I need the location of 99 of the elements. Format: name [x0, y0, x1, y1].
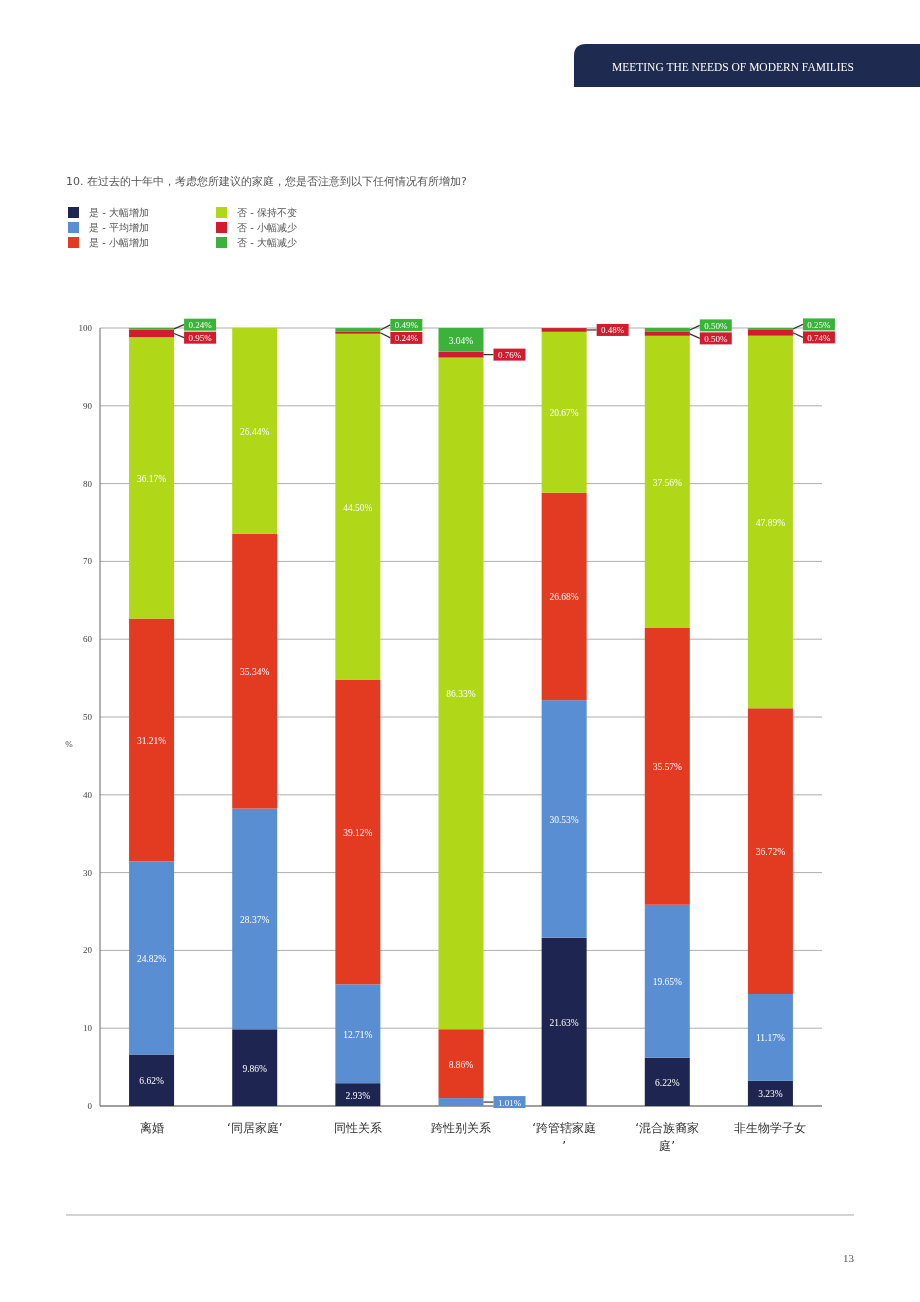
bar: [232, 327, 278, 534]
bar: [438, 357, 484, 1030]
data-label: 31.21%: [136, 735, 167, 746]
data-label: 24.82%: [136, 953, 167, 964]
y-tick-label: 80: [83, 478, 93, 489]
data-label: 6.22%: [655, 1077, 680, 1088]
data-label: 3.04%: [448, 335, 474, 346]
y-tick-label: 0: [87, 1101, 93, 1111]
data-label: 44.50%: [343, 502, 373, 513]
data-label: 26.44%: [240, 426, 270, 437]
bar: [541, 700, 587, 938]
bar: [644, 1057, 690, 1106]
data-label: 35.57%: [652, 762, 683, 773]
data-label: 0.50%: [704, 333, 728, 344]
data-label: 1.01%: [497, 1097, 522, 1108]
bar: [129, 618, 175, 862]
legend-label: 是 - 小幅增加: [89, 237, 149, 248]
bar: [644, 904, 690, 1058]
legend-label: 否 - 小幅减少: [237, 222, 297, 233]
data-label: 47.89%: [755, 517, 786, 528]
data-label: 37.56%: [652, 477, 683, 488]
data-label: 12.71%: [343, 1029, 373, 1040]
x-tick-label: ‘混合族裔家庭’: [635, 1121, 700, 1153]
y-tick-label: 30: [83, 867, 93, 878]
x-tick-label: 跨性别关系: [431, 1121, 491, 1135]
y-axis-title: %: [65, 739, 74, 749]
bar: [232, 1029, 278, 1106]
data-label: 0.49%: [394, 320, 419, 331]
data-label: 0.24%: [188, 320, 213, 331]
data-label: 9.86%: [242, 1063, 268, 1074]
legend-label: 是 - 大幅增加: [89, 207, 149, 218]
bar: [438, 351, 484, 358]
bar: [644, 335, 690, 628]
bar: [335, 679, 381, 985]
x-tick-label: ‘跨管辖家庭’: [532, 1121, 597, 1153]
legend-label: 否 - 大幅减少: [237, 237, 297, 248]
bar: [129, 1054, 175, 1106]
y-tick-label: 40: [83, 789, 93, 800]
bar: [129, 861, 175, 1055]
data-label: 26.68%: [549, 592, 579, 603]
y-tick-label: 10: [83, 1023, 93, 1034]
bar: [747, 993, 793, 1081]
data-label: 0.25%: [807, 319, 832, 330]
x-tick-label: 同性关系: [333, 1121, 382, 1135]
data-label: 3.23%: [758, 1089, 783, 1100]
bar: [747, 335, 793, 709]
bar: [644, 328, 690, 332]
data-label: 28.37%: [240, 914, 270, 925]
bar: [541, 492, 587, 701]
x-tick-label: 离婚: [139, 1121, 164, 1135]
bar: [129, 329, 175, 338]
bar: [541, 331, 587, 493]
data-label: 86.33%: [446, 689, 476, 700]
data-label: 0.76%: [497, 350, 522, 361]
legend-label: 否 - 保持不变: [237, 207, 297, 218]
text: 13: [843, 1252, 855, 1264]
bar: [232, 533, 278, 809]
data-label: 6.62%: [139, 1076, 164, 1087]
data-label: 8.86%: [448, 1059, 474, 1070]
data-label: 39.12%: [343, 828, 373, 839]
y-tick-label: 60: [83, 634, 93, 645]
y-tick-label: 50: [83, 712, 93, 722]
data-label: 35.34%: [240, 667, 270, 678]
data-label: 0.74%: [807, 332, 832, 343]
data-label: 21.63%: [549, 1017, 579, 1028]
text: MEETING THE NEEDS OF MODERN FAMILIES: [611, 61, 855, 73]
x-tick-label: 非生物学子女: [734, 1121, 807, 1135]
x-tick-label: ‘同居家庭’: [226, 1121, 283, 1135]
bar: [335, 333, 381, 680]
data-label: 36.72%: [755, 847, 786, 858]
y-tick-label: 20: [83, 945, 93, 956]
bar: [541, 937, 587, 1106]
data-label: 0.48%: [601, 325, 625, 336]
data-label: 0.50%: [704, 320, 728, 331]
bar: [438, 328, 484, 352]
y-tick-label: 70: [83, 556, 93, 567]
data-label: 0.95%: [188, 333, 213, 344]
chart-title: 10. 在过去的十年中，考虑您所建议的家庭，您是否注意到以下任何情况有所增加?: [66, 175, 467, 188]
data-label: 19.65%: [652, 977, 683, 988]
legend-label: 是 - 平均增加: [89, 222, 149, 233]
bar: [644, 331, 690, 336]
bar: [232, 808, 278, 1030]
bar: [335, 984, 381, 1084]
bar: [335, 1083, 381, 1106]
bar: [747, 329, 793, 336]
bar: [541, 328, 587, 332]
bar: [747, 708, 793, 994]
y-tick-label: 100: [78, 323, 93, 333]
data-label: 36.17%: [136, 473, 167, 484]
bar: [438, 1029, 484, 1099]
data-label: 2.93%: [345, 1090, 371, 1101]
bar: [644, 628, 690, 905]
bar: [438, 1098, 484, 1106]
data-label: 11.17%: [755, 1033, 785, 1044]
bar: [129, 337, 175, 619]
data-label: 20.67%: [549, 408, 579, 419]
y-tick-label: 90: [83, 400, 93, 411]
data-label: 30.53%: [549, 814, 579, 825]
data-label: 0.24%: [394, 333, 419, 344]
